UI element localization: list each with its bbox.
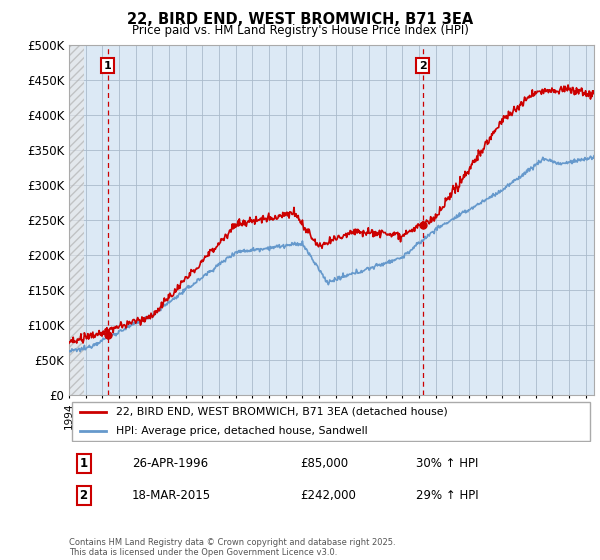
Text: Price paid vs. HM Land Registry's House Price Index (HPI): Price paid vs. HM Land Registry's House …	[131, 24, 469, 37]
Text: £85,000: £85,000	[300, 457, 348, 470]
Bar	[69, 45, 84, 395]
FancyBboxPatch shape	[71, 402, 590, 441]
Text: 22, BIRD END, WEST BROMWICH, B71 3EA (detached house): 22, BIRD END, WEST BROMWICH, B71 3EA (de…	[116, 407, 448, 417]
Text: 2: 2	[79, 489, 88, 502]
Text: 18-MAR-2015: 18-MAR-2015	[132, 489, 211, 502]
Text: 30% ↑ HPI: 30% ↑ HPI	[415, 457, 478, 470]
Text: 22, BIRD END, WEST BROMWICH, B71 3EA: 22, BIRD END, WEST BROMWICH, B71 3EA	[127, 12, 473, 27]
Text: 26-APR-1996: 26-APR-1996	[132, 457, 208, 470]
Text: 29% ↑ HPI: 29% ↑ HPI	[415, 489, 478, 502]
Text: 2: 2	[419, 60, 427, 71]
Text: £242,000: £242,000	[300, 489, 356, 502]
Text: HPI: Average price, detached house, Sandwell: HPI: Average price, detached house, Sand…	[116, 426, 368, 436]
Text: 1: 1	[79, 457, 88, 470]
Text: Contains HM Land Registry data © Crown copyright and database right 2025.
This d: Contains HM Land Registry data © Crown c…	[69, 538, 395, 557]
Text: 1: 1	[104, 60, 112, 71]
